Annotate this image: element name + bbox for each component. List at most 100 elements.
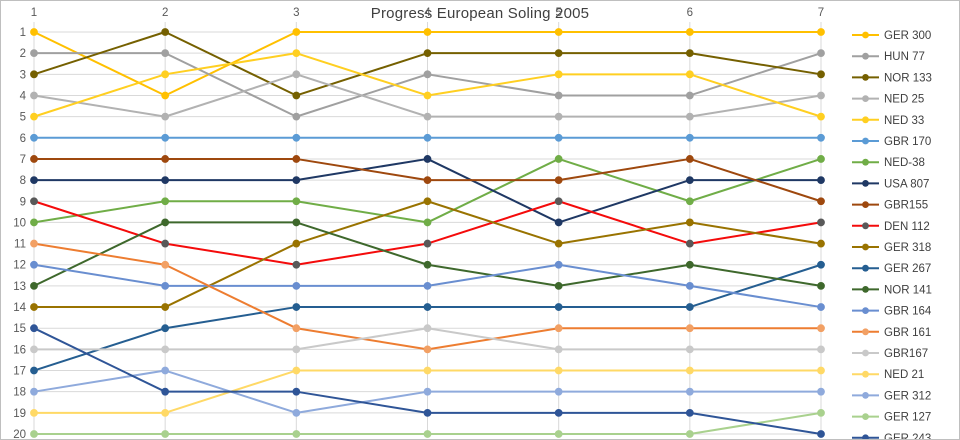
data-point-gbr-161-race-5 [554, 324, 563, 333]
data-point-ger-243-race-3 [292, 387, 301, 396]
data-point-ger-318-race-7 [817, 239, 825, 248]
data-point-gbr167-race-3 [292, 345, 301, 354]
legend-swatch-marker [862, 158, 869, 166]
data-point-ned-38-race-3 [292, 197, 301, 206]
data-point-ned-38-race-7 [817, 155, 825, 163]
data-point-gbr-170-race-3 [292, 133, 301, 142]
data-point-ger-312-race-4 [423, 387, 432, 396]
data-point-hun-77-race-2 [161, 49, 170, 58]
legend-item: NOR 141 [852, 284, 932, 296]
legend-swatch-marker [862, 328, 869, 336]
data-point-usa-807-race-7 [817, 176, 825, 185]
data-point-ned-38-race-2 [161, 197, 170, 206]
legend-item: GER 318 [852, 242, 931, 254]
data-point-ned-25-race-6 [685, 112, 694, 121]
data-point-gbr155-race-6 [685, 155, 694, 163]
data-point-nor-133-race-2 [161, 28, 170, 36]
y-axis-tick-label: 13 [13, 281, 26, 293]
data-point-ger-267-race-3 [292, 303, 301, 311]
data-point-ned-25-race-5 [554, 112, 563, 121]
data-point-ger-300-race-7 [817, 28, 825, 36]
data-point-nor-141-race-4 [423, 260, 432, 269]
data-point-ned-21-race-2 [161, 408, 170, 417]
data-point-nor-133-race-3 [292, 91, 301, 100]
data-point-ned-21-race-1 [30, 408, 38, 417]
data-point-ned-38-race-5 [554, 155, 563, 163]
legend-label: GBR167 [884, 348, 928, 360]
data-point-ned-38-race-6 [685, 197, 694, 206]
data-point-gbr155-race-2 [161, 155, 170, 163]
data-point-ger-243-race-4 [423, 408, 432, 417]
data-point-gbr-161-race-4 [423, 345, 432, 354]
legend-item: GBR167 [852, 348, 928, 360]
legend-label: NOR 133 [884, 72, 932, 84]
legend-swatch-marker [862, 370, 869, 378]
data-point-gbr-170-race-2 [161, 133, 170, 142]
legend-label: GBR 164 [884, 306, 932, 318]
legend-swatch-marker [862, 222, 869, 230]
data-point-ger-312-race-5 [554, 387, 563, 396]
legend-label: GER 127 [884, 412, 931, 424]
data-point-hun-77-race-7 [817, 49, 825, 58]
data-point-ned-21-race-4 [423, 366, 432, 375]
data-point-gbr-161-race-3 [292, 324, 301, 333]
data-point-gbr-170-race-1 [30, 133, 38, 142]
data-point-ger-300-race-2 [161, 91, 170, 100]
data-point-gbr-170-race-5 [554, 133, 563, 142]
data-point-ger-312-race-3 [292, 408, 301, 417]
y-axis-tick-label: 5 [20, 112, 26, 124]
data-point-ger-127-race-2 [161, 430, 170, 438]
data-point-gbr167-race-4 [423, 324, 432, 333]
data-point-ger-300-race-5 [554, 28, 563, 36]
data-point-gbr-161-race-6 [685, 324, 694, 333]
data-point-usa-807-race-1 [30, 176, 38, 185]
data-point-gbr-164-race-4 [423, 281, 432, 290]
data-point-ger-243-race-2 [161, 387, 170, 396]
data-point-gbr-170-race-7 [817, 133, 825, 142]
data-point-usa-807-race-5 [554, 218, 563, 227]
data-point-ger-267-race-7 [817, 260, 825, 269]
data-point-gbr155-race-5 [554, 176, 563, 185]
data-point-nor-141-race-1 [30, 281, 38, 290]
y-axis-tick-label: 20 [13, 429, 26, 439]
data-point-gbr-170-race-6 [685, 133, 694, 142]
legend-label: DEN 112 [884, 221, 930, 233]
data-point-nor-141-race-5 [554, 281, 563, 290]
legend-swatch-marker [862, 74, 869, 81]
data-point-usa-807-race-6 [685, 176, 694, 185]
x-axis-tick-label: 2 [162, 7, 168, 19]
legend-label: GBR 170 [884, 136, 931, 148]
data-point-ned-21-race-5 [554, 366, 563, 375]
data-point-nor-141-race-6 [685, 260, 694, 269]
data-point-ned-25-race-2 [161, 112, 170, 121]
data-point-ned-25-race-7 [817, 91, 825, 100]
data-point-gbr155-race-3 [292, 155, 301, 163]
data-point-den-112-race-5 [554, 197, 563, 206]
data-point-nor-141-race-3 [292, 218, 301, 227]
legend-swatch-marker [862, 137, 869, 145]
data-point-ger-243-race-6 [685, 408, 694, 417]
data-point-ger-300-race-4 [423, 28, 432, 36]
legend-item: DEN 112 [852, 221, 930, 233]
data-point-hun-77-race-3 [292, 112, 301, 121]
data-point-den-112-race-6 [685, 239, 694, 248]
data-point-den-112-race-4 [423, 239, 432, 248]
legend-item: GER 300 [852, 30, 931, 42]
data-point-ned-33-race-1 [30, 112, 38, 121]
y-axis-tick-label: 17 [13, 366, 26, 378]
data-point-ned-38-race-1 [30, 218, 38, 227]
data-point-ger-312-race-7 [817, 387, 825, 396]
data-point-ger-312-race-6 [685, 387, 694, 396]
legend-label: NED 33 [884, 115, 924, 127]
x-axis-tick-label: 7 [818, 7, 824, 19]
data-point-gbr155-race-1 [30, 155, 38, 163]
legend-label: NED 25 [884, 94, 924, 106]
y-axis-tick-label: 15 [13, 323, 26, 335]
data-point-nor-133-race-6 [685, 49, 694, 58]
legend-swatch-marker [862, 413, 869, 420]
data-point-ger-267-race-1 [30, 366, 38, 375]
legend-label: GBR 161 [884, 327, 931, 339]
data-point-hun-77-race-4 [423, 70, 432, 79]
data-point-gbr167-race-6 [685, 345, 694, 354]
